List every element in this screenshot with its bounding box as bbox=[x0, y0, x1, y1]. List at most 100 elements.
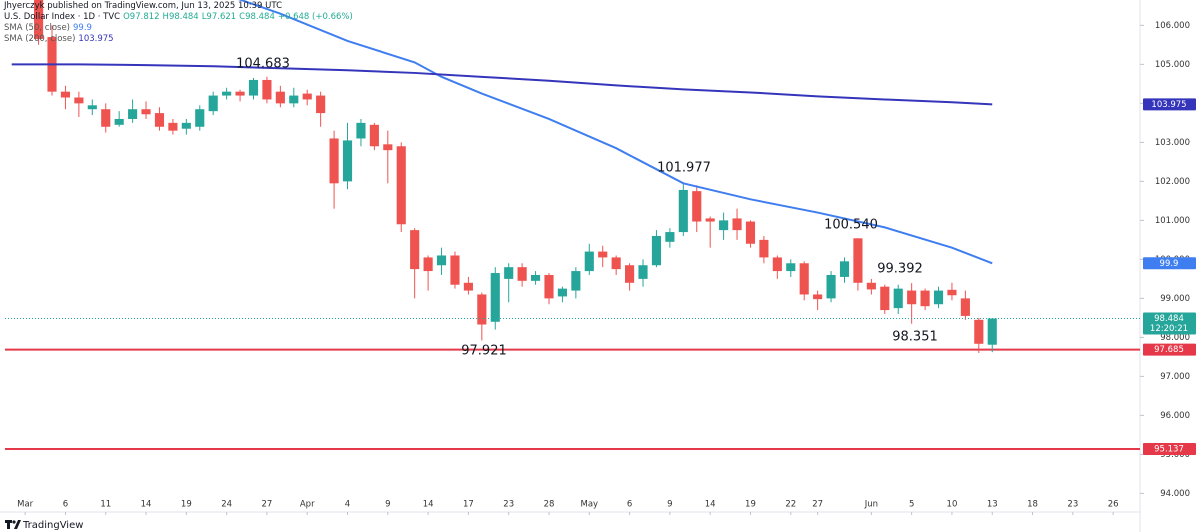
candle-body bbox=[504, 267, 514, 279]
quote-value: L97.621 bbox=[201, 12, 237, 22]
candle-body bbox=[410, 230, 420, 270]
current-price-label: 98.484 bbox=[1154, 314, 1184, 324]
legend: Jhyerczyk published on TradingView.com, … bbox=[4, 1, 359, 45]
candle-body bbox=[745, 221, 756, 244]
x-tick-label: 9 bbox=[385, 500, 390, 510]
x-tick-label: 17 bbox=[463, 500, 474, 510]
quote-value: H98.484 bbox=[162, 12, 199, 22]
annotation: 99.392 bbox=[877, 262, 923, 277]
candle-body bbox=[705, 218, 715, 222]
candle-body bbox=[799, 263, 809, 295]
sma-name: SMA (200, close) bbox=[4, 34, 76, 44]
annotation: 100.540 bbox=[824, 218, 878, 233]
plot-area bbox=[5, 0, 1140, 451]
candle-body bbox=[517, 267, 527, 281]
candle-body bbox=[168, 122, 178, 131]
candle-body bbox=[826, 274, 836, 299]
candle-body bbox=[369, 124, 379, 147]
candle-body bbox=[880, 286, 890, 311]
candle-body bbox=[490, 273, 500, 322]
candle-body bbox=[544, 274, 554, 299]
x-tick-label: 23 bbox=[1067, 500, 1078, 510]
sma-line bbox=[11, 63, 993, 106]
x-tick-label: May bbox=[581, 500, 599, 510]
candle-body bbox=[34, 0, 44, 40]
x-tick-label: 23 bbox=[503, 500, 514, 510]
y-tick-label: 101.000 bbox=[1155, 216, 1190, 226]
candle-body bbox=[248, 79, 259, 96]
candle-body bbox=[60, 91, 71, 98]
level-price-box bbox=[1143, 443, 1196, 456]
candle-body bbox=[154, 113, 165, 127]
x-tick-label: 11 bbox=[100, 500, 111, 510]
candle-body bbox=[960, 298, 970, 316]
x-tick-label: 19 bbox=[745, 500, 756, 510]
candle-body bbox=[866, 282, 876, 290]
level-price-label: 95.137 bbox=[1154, 445, 1184, 455]
x-tick-label: 24 bbox=[221, 500, 232, 510]
candle-body bbox=[302, 93, 312, 100]
candle-body bbox=[342, 140, 353, 182]
current-price-box bbox=[1143, 312, 1196, 335]
candle-body bbox=[87, 105, 97, 110]
x-tick-label: 6 bbox=[627, 500, 632, 510]
x-tick-label: 14 bbox=[705, 500, 716, 510]
candle-body bbox=[316, 95, 326, 114]
candle-body bbox=[477, 294, 487, 325]
candle-body bbox=[275, 91, 285, 104]
candle-body bbox=[907, 290, 917, 305]
x-tick-label: 10 bbox=[947, 500, 958, 510]
sma-price-label: 99.9 bbox=[1160, 259, 1179, 269]
candle-body bbox=[920, 290, 930, 307]
candle-body bbox=[692, 191, 702, 222]
candle-body bbox=[222, 91, 232, 96]
sma-name: SMA (50, close) bbox=[4, 23, 70, 33]
y-tick-label: 105.000 bbox=[1155, 60, 1190, 70]
sma-value: 99.9 bbox=[73, 23, 92, 33]
x-tick-label: 6 bbox=[63, 500, 68, 510]
candle-body bbox=[329, 138, 339, 184]
x-tick-label: 27 bbox=[262, 500, 273, 510]
x-tick-label: 5 bbox=[909, 500, 914, 510]
y-tick-label: 97.000 bbox=[1160, 372, 1190, 382]
annotation: 97.921 bbox=[461, 344, 507, 359]
candle-body bbox=[678, 189, 688, 233]
candle-body bbox=[839, 261, 850, 277]
candle-body bbox=[235, 91, 245, 96]
sma-price-label: 103.975 bbox=[1151, 100, 1186, 110]
candle-body bbox=[933, 290, 944, 305]
candle-body bbox=[436, 255, 447, 266]
candle-body bbox=[383, 144, 393, 151]
candle-body bbox=[638, 265, 648, 279]
candle-body bbox=[74, 97, 84, 104]
candle-body bbox=[356, 122, 366, 139]
y-tick-label: 96.000 bbox=[1160, 411, 1190, 421]
candle-body bbox=[813, 294, 823, 300]
candle-body bbox=[598, 251, 608, 258]
candle-body bbox=[195, 109, 205, 127]
candle-body bbox=[450, 255, 460, 285]
candle-body bbox=[530, 274, 541, 281]
sma-value: 103.975 bbox=[78, 34, 114, 44]
x-tick-label: 19 bbox=[181, 500, 192, 510]
candle-body bbox=[262, 79, 272, 100]
candle-body bbox=[947, 289, 957, 296]
candle-body bbox=[772, 257, 782, 272]
x-tick-label: 18 bbox=[1027, 500, 1038, 510]
candle-body bbox=[114, 118, 124, 125]
candle-body bbox=[665, 232, 675, 242]
x-tick-label: 26 bbox=[1108, 500, 1119, 510]
quote-value: +0.648 (+0.66%) bbox=[277, 12, 353, 22]
publisher: Jhyerczyk published on TradingView.com, … bbox=[4, 1, 283, 11]
y-tick-label: 99.000 bbox=[1160, 294, 1190, 304]
candle-body bbox=[974, 319, 984, 344]
sma-line bbox=[238, 0, 993, 265]
candle-body bbox=[101, 109, 111, 127]
x-tick-label: 27 bbox=[812, 500, 823, 510]
candle-body bbox=[463, 282, 473, 291]
quote-value: C98.484 bbox=[239, 12, 275, 22]
logo bbox=[5, 520, 21, 529]
candle-body bbox=[128, 109, 138, 119]
